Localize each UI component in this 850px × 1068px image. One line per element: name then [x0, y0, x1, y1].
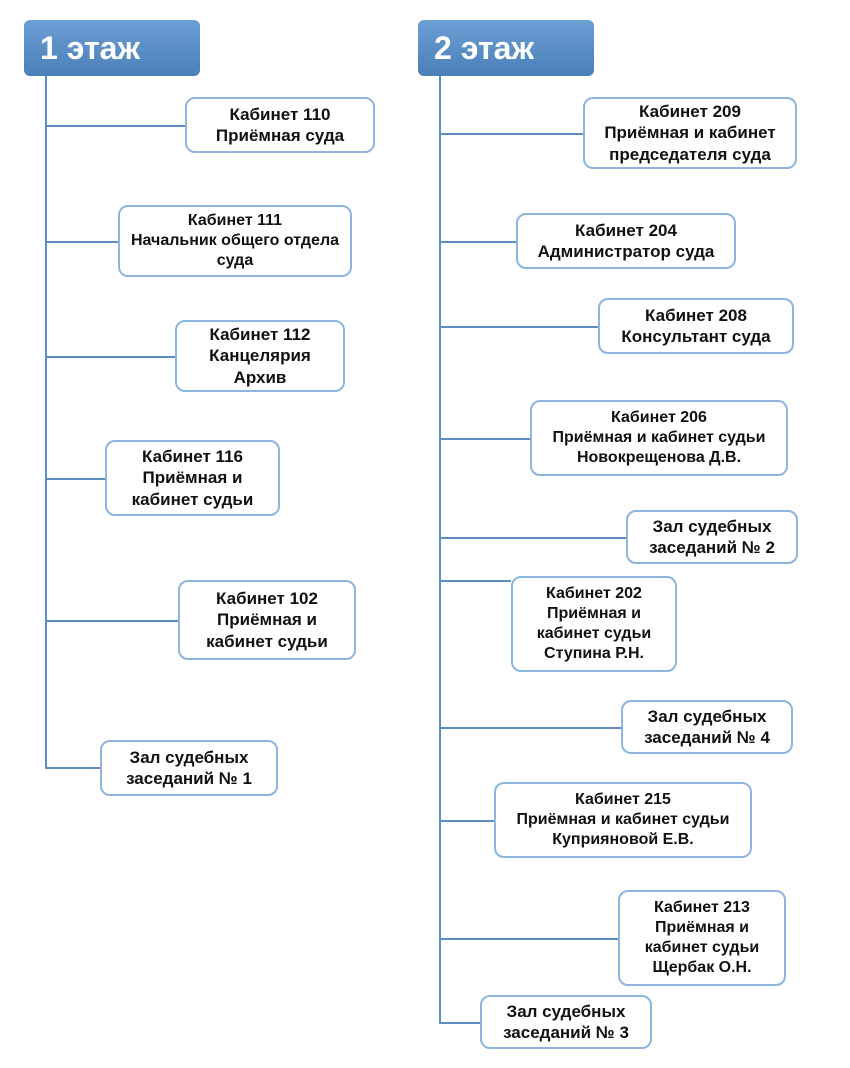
node-line: Кабинет 206 [611, 408, 707, 428]
node-line: Новокрещенова Д.В. [577, 448, 741, 468]
r202-box: Кабинет 202Приёмная икабинет судьиСтупин… [511, 576, 677, 672]
node-line: Администратор суда [538, 241, 715, 262]
r202-branch [439, 580, 511, 582]
floor1-stem [45, 76, 47, 767]
node-line: Приёмная суда [216, 125, 344, 146]
r111-branch [45, 241, 118, 243]
r215-branch [439, 820, 494, 822]
r206-branch [439, 438, 530, 440]
r112-box: Кабинет 112КанцелярияАрхив [175, 320, 345, 392]
node-line: Кабинет 110 [230, 104, 331, 125]
node-line: Приёмная и [143, 467, 243, 488]
node-line: Кабинет 116 [142, 446, 243, 467]
node-line: Кабинет 204 [575, 220, 677, 241]
r110-branch [45, 125, 185, 127]
node-line: заседаний № 1 [126, 768, 252, 789]
hall2-branch [439, 537, 626, 539]
floor2-header: 2 этаж [418, 20, 594, 76]
node-line: Кабинет 111 [188, 211, 282, 231]
node-line: председателя суда [609, 144, 771, 165]
hall4-branch [439, 727, 621, 729]
hall3-box: Зал судебныхзаседаний № 3 [480, 995, 652, 1049]
node-line: Зал судебных [507, 1001, 626, 1022]
node-line: кабинет судьи [206, 631, 328, 652]
r204-box: Кабинет 204Администратор суда [516, 213, 736, 269]
r111-box: Кабинет 111Начальник общего отделасуда [118, 205, 352, 277]
hall1-box: Зал судебныхзаседаний № 1 [100, 740, 278, 796]
hall1-branch [45, 767, 100, 769]
node-line: Кабинет 213 [654, 898, 750, 918]
node-line: кабинет судьи [537, 624, 651, 644]
r102-box: Кабинет 102Приёмная икабинет судьи [178, 580, 356, 660]
node-line: Кабинет 208 [645, 305, 747, 326]
r112-branch [45, 356, 175, 358]
node-line: Кабинет 215 [575, 790, 671, 810]
node-line: суда [217, 251, 253, 271]
r204-branch [439, 241, 516, 243]
hall2-box: Зал судебныхзаседаний № 2 [626, 510, 798, 564]
node-line: Приёмная и кабинет судьи [517, 810, 730, 830]
r116-branch [45, 478, 105, 480]
node-line: Приёмная и [217, 609, 317, 630]
hall3-branch [439, 1022, 480, 1024]
node-line: Зал судебных [648, 706, 767, 727]
node-line: Кабинет 102 [216, 588, 318, 609]
r213-branch [439, 938, 618, 940]
r209-branch [439, 133, 583, 135]
node-line: заседаний № 2 [649, 537, 775, 558]
r209-box: Кабинет 209Приёмная и кабинетпредседател… [583, 97, 797, 169]
node-line: Зал судебных [653, 516, 772, 537]
r215-box: Кабинет 215Приёмная и кабинет судьиКупри… [494, 782, 752, 858]
node-line: Щербак О.Н. [652, 958, 751, 978]
node-line: Канцелярия [209, 345, 311, 366]
node-line: Начальник общего отдела [131, 231, 339, 251]
node-line: Архив [234, 367, 287, 388]
node-line: Ступина Р.Н. [544, 644, 644, 664]
node-line: заседаний № 4 [644, 727, 770, 748]
hall4-box: Зал судебныхзаседаний № 4 [621, 700, 793, 754]
floor2-stem [439, 76, 441, 1022]
node-line: Консультант суда [621, 326, 770, 347]
node-line: кабинет судьи [645, 938, 759, 958]
node-line: Кабинет 112 [210, 324, 311, 345]
r208-branch [439, 326, 598, 328]
r116-box: Кабинет 116Приёмная икабинет судьи [105, 440, 280, 516]
node-line: Кабинет 202 [546, 584, 642, 604]
r110-box: Кабинет 110Приёмная суда [185, 97, 375, 153]
node-line: Приёмная и кабинет судьи [553, 428, 766, 448]
r206-box: Кабинет 206Приёмная и кабинет судьиНовок… [530, 400, 788, 476]
r208-box: Кабинет 208Консультант суда [598, 298, 794, 354]
node-line: кабинет судьи [132, 489, 254, 510]
node-line: Куприяновой Е.В. [552, 830, 694, 850]
floor1-header: 1 этаж [24, 20, 200, 76]
node-line: Приёмная и [655, 918, 749, 938]
r213-box: Кабинет 213Приёмная икабинет судьиЩербак… [618, 890, 786, 986]
r102-branch [45, 620, 178, 622]
node-line: Кабинет 209 [639, 101, 741, 122]
node-line: Приёмная и кабинет [604, 122, 775, 143]
node-line: заседаний № 3 [503, 1022, 629, 1043]
node-line: Приёмная и [547, 604, 641, 624]
node-line: Зал судебных [130, 747, 249, 768]
